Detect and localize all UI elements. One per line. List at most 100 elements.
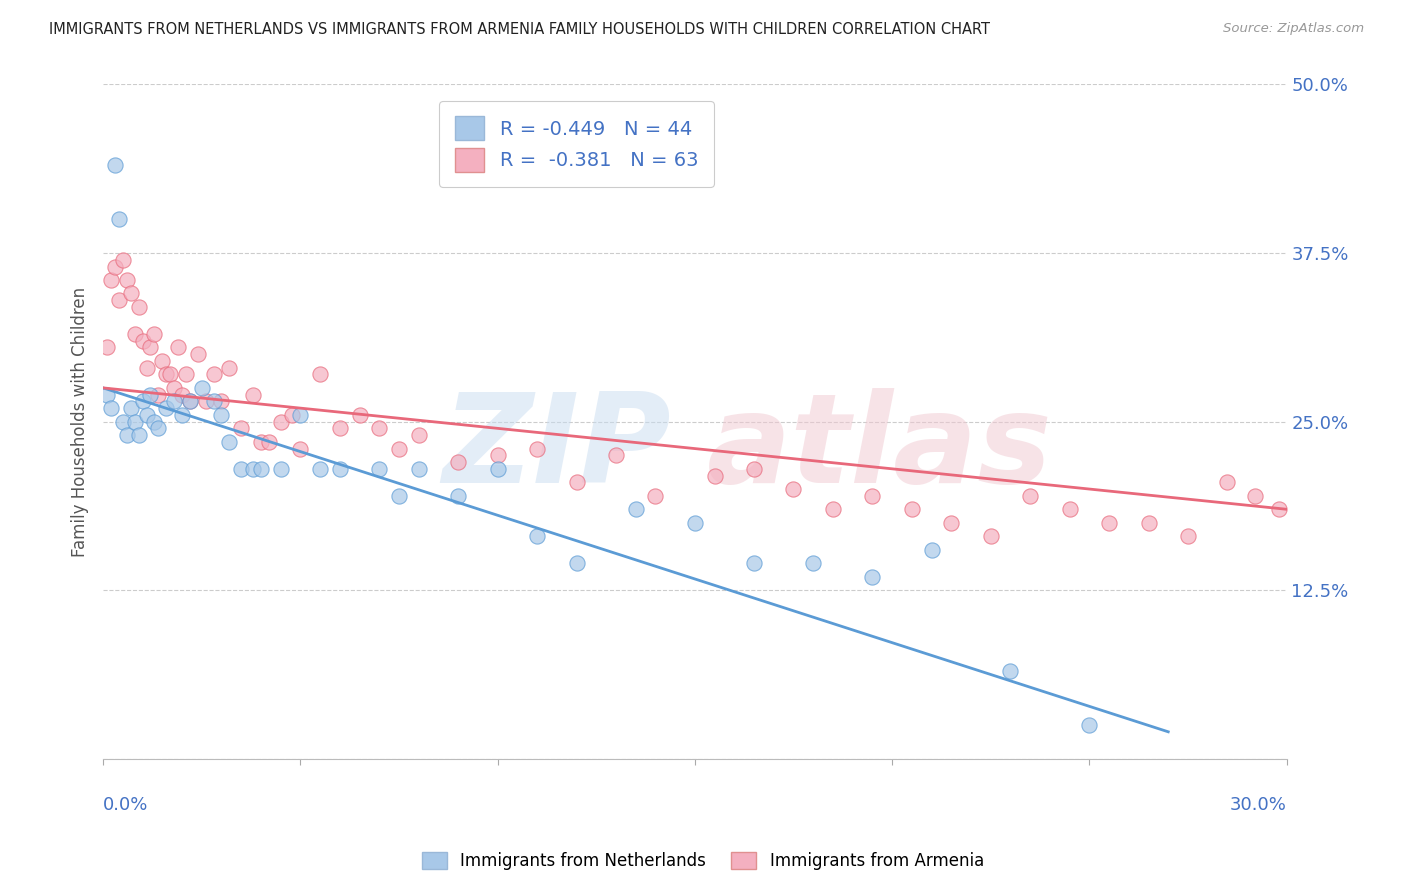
Point	[96, 387, 118, 401]
Point	[526, 442, 548, 456]
Point	[174, 368, 197, 382]
Text: 30.0%: 30.0%	[1230, 796, 1286, 814]
Point	[742, 462, 765, 476]
Point	[242, 387, 264, 401]
Point	[1098, 516, 1121, 530]
Point	[100, 273, 122, 287]
Point	[290, 408, 312, 422]
Point	[115, 428, 138, 442]
Point	[124, 326, 146, 341]
Point	[218, 434, 240, 449]
Y-axis label: Family Households with Children: Family Households with Children	[72, 286, 89, 557]
Point	[108, 293, 131, 308]
Legend: R = -0.449   N = 44, R =  -0.381   N = 63: R = -0.449 N = 44, R = -0.381 N = 63	[439, 101, 714, 187]
Point	[447, 455, 470, 469]
Point	[100, 401, 122, 416]
Point	[1059, 502, 1081, 516]
Point	[231, 462, 253, 476]
Point	[242, 462, 264, 476]
Point	[170, 408, 193, 422]
Text: atlas: atlas	[707, 388, 1053, 509]
Point	[683, 516, 706, 530]
Point	[270, 462, 292, 476]
Point	[155, 401, 177, 416]
Point	[329, 421, 352, 435]
Point	[124, 415, 146, 429]
Text: IMMIGRANTS FROM NETHERLANDS VS IMMIGRANTS FROM ARMENIA FAMILY HOUSEHOLDS WITH CH: IMMIGRANTS FROM NETHERLANDS VS IMMIGRANT…	[49, 22, 990, 37]
Point	[1295, 516, 1317, 530]
Point	[270, 415, 292, 429]
Point	[115, 273, 138, 287]
Point	[860, 570, 883, 584]
Point	[281, 408, 304, 422]
Point	[605, 448, 627, 462]
Text: ZIP: ZIP	[443, 388, 671, 509]
Point	[257, 434, 280, 449]
Point	[150, 354, 173, 368]
Point	[179, 394, 201, 409]
Point	[155, 368, 177, 382]
Point	[565, 475, 588, 490]
Point	[901, 502, 924, 516]
Point	[135, 408, 157, 422]
Point	[1216, 475, 1239, 490]
Point	[368, 421, 391, 435]
Point	[860, 489, 883, 503]
Point	[120, 286, 142, 301]
Point	[368, 462, 391, 476]
Point	[1267, 502, 1289, 516]
Point	[148, 421, 170, 435]
Point	[408, 462, 430, 476]
Text: 0.0%: 0.0%	[103, 796, 149, 814]
Point	[782, 482, 804, 496]
Point	[163, 394, 186, 409]
Point	[202, 394, 225, 409]
Point	[526, 529, 548, 543]
Point	[139, 387, 162, 401]
Point	[167, 341, 190, 355]
Point	[135, 360, 157, 375]
Point	[211, 394, 233, 409]
Point	[111, 415, 134, 429]
Point	[486, 462, 509, 476]
Point	[388, 489, 411, 503]
Point	[624, 502, 647, 516]
Point	[309, 462, 332, 476]
Point	[1244, 489, 1267, 503]
Point	[194, 394, 217, 409]
Point	[104, 260, 127, 274]
Point	[1000, 664, 1022, 678]
Point	[111, 252, 134, 267]
Point	[250, 434, 273, 449]
Point	[1177, 529, 1199, 543]
Point	[218, 360, 240, 375]
Point	[388, 442, 411, 456]
Point	[921, 542, 943, 557]
Point	[159, 368, 181, 382]
Point	[980, 529, 1002, 543]
Point	[163, 381, 186, 395]
Point	[250, 462, 273, 476]
Legend: Immigrants from Netherlands, Immigrants from Armenia: Immigrants from Netherlands, Immigrants …	[415, 845, 991, 877]
Point	[309, 368, 332, 382]
Point	[941, 516, 963, 530]
Point	[148, 387, 170, 401]
Point	[170, 387, 193, 401]
Point	[565, 556, 588, 570]
Point	[742, 556, 765, 570]
Point	[644, 489, 666, 503]
Point	[231, 421, 253, 435]
Point	[290, 442, 312, 456]
Point	[1019, 489, 1042, 503]
Point	[486, 448, 509, 462]
Point	[190, 381, 212, 395]
Point	[139, 341, 162, 355]
Point	[131, 394, 153, 409]
Point	[143, 415, 166, 429]
Point	[96, 341, 118, 355]
Point	[128, 428, 150, 442]
Text: Source: ZipAtlas.com: Source: ZipAtlas.com	[1223, 22, 1364, 36]
Point	[349, 408, 371, 422]
Point	[1078, 718, 1101, 732]
Point	[202, 368, 225, 382]
